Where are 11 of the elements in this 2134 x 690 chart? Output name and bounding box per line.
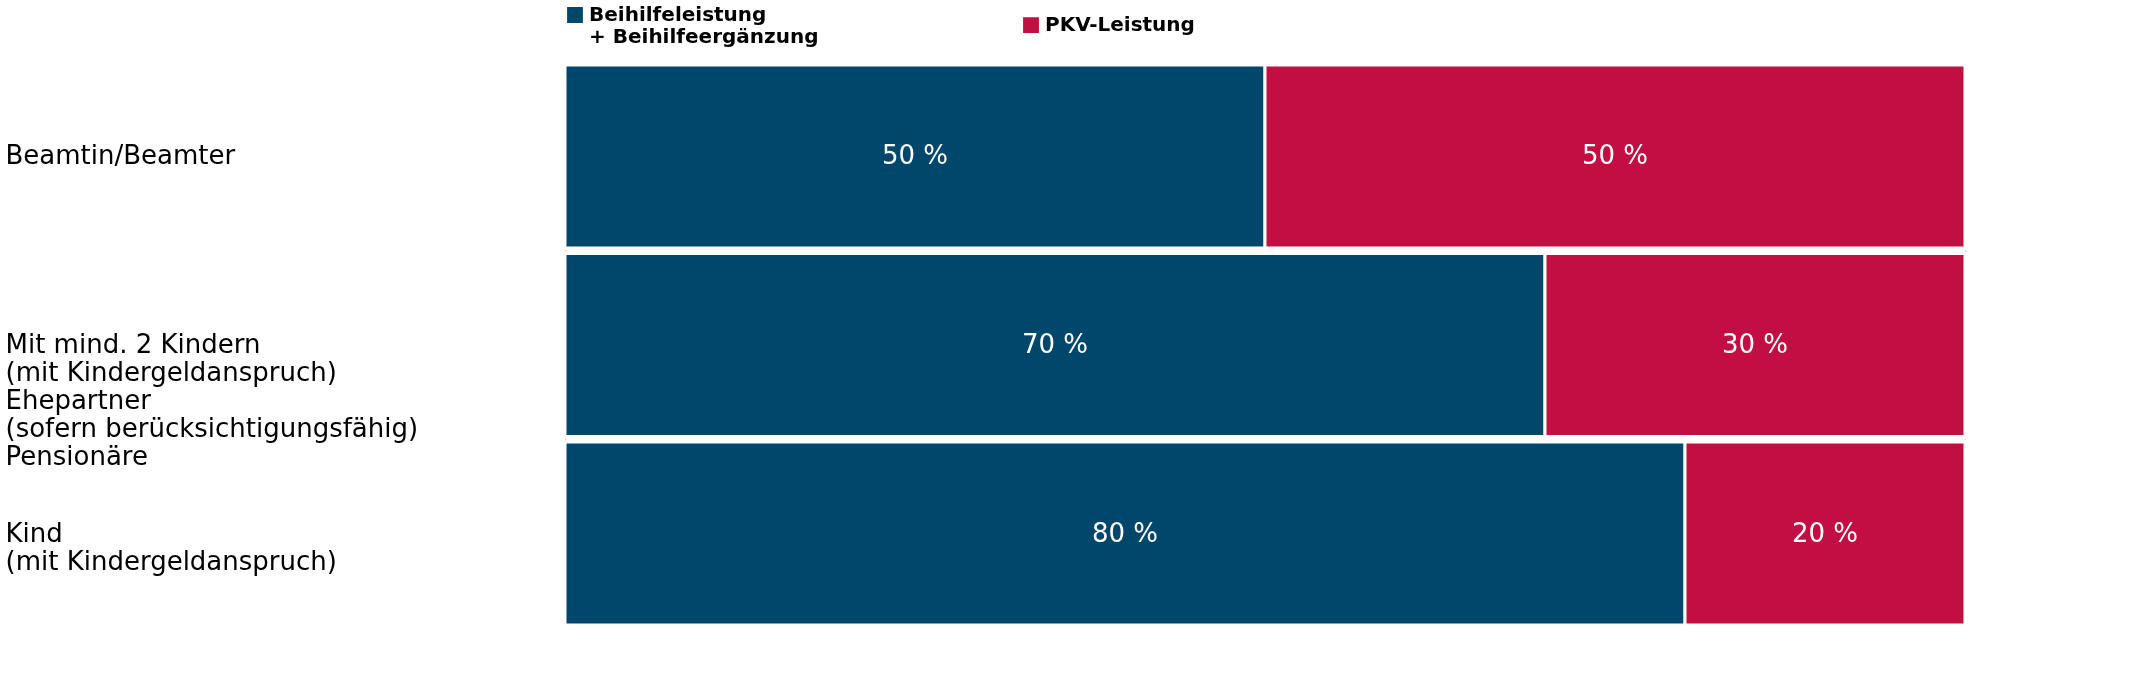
y-tick-label: Beamtin/Beamter [5,140,236,171]
data-label: 80 % [1091,517,1159,548]
data-label: 50 % [881,140,949,171]
y-tick-label: Mit mind. 2 Kindern (mit Kindergeldanspruch) Ehepartner (sofern berücksichtigungsfähig) Pensionäre [5,329,419,471]
data-label: 30 % [1721,329,1789,359]
data-label: 50 % [1581,140,1649,171]
data-label: 70 % [1021,329,1089,359]
legend-label: Beihilfeleistung + Beihilfeergänzung [589,2,819,48]
y-tick-label: Kind (mit Kindergeldanspruch) [5,517,337,576]
legend-label: PKV-Leistung [1045,12,1195,37]
data-label: 20 % [1791,517,1859,548]
